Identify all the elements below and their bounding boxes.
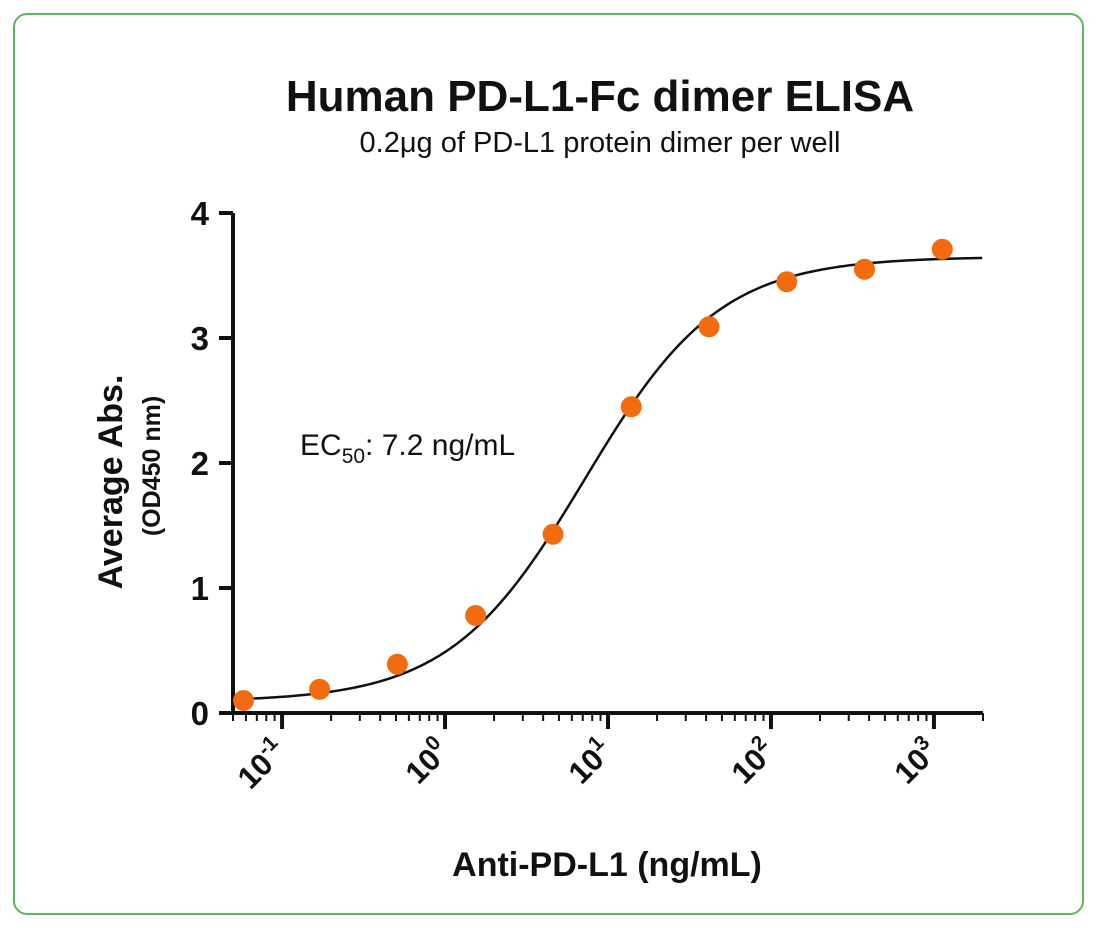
y-axis-label: Average Abs. [92,375,130,590]
fit-curve [243,256,983,701]
x-tick-label: 103 [885,731,945,791]
x-tick-label: 102 [722,731,782,791]
data-point [542,523,564,545]
data-point [698,316,720,338]
fit-curve-layer [243,256,983,701]
x-tick-label: 100 [396,731,456,791]
chart-frame [13,13,1084,915]
y-tick-label: 1 [191,570,209,607]
axes: 0 1 2 3 4 10-1 100 101 102 103 [191,195,984,796]
ec50-value: : 7.2 ng/mL [365,429,515,462]
data-point [465,605,487,626]
data-point [931,238,953,260]
labels-layer: Anti-PD-L1 (ng/mL) Average Abs. (OD450 n… [92,375,762,884]
data-point [309,678,331,700]
data-point [776,271,798,293]
x-tick-label: 101 [559,731,619,791]
ec50-prefix: EC [300,429,342,462]
y-tick-label: 2 [191,445,209,482]
data-point [620,396,642,418]
y-tick-label: 3 [191,320,209,357]
x-axis-label: Anti-PD-L1 (ng/mL) [452,846,762,884]
data-point [233,690,255,711]
chart-title: Human PD-L1-Fc dimer ELISA [285,72,915,121]
data-point [386,653,408,675]
ec50-annotation: EC50: 7.2 ng/mL [300,429,515,468]
y-tick-label: 0 [191,695,209,732]
chart-subtitle: 0.2μg of PD-L1 protein dimer per well [359,127,841,159]
x-tick-label: 10-1 [229,731,294,796]
y-axis-sublabel: (OD450 nm) [138,396,166,536]
y-tick-label: 4 [191,195,210,232]
data-point [854,258,876,280]
data-points-layer [233,238,953,711]
ec50-subscript: 50 [342,445,365,468]
